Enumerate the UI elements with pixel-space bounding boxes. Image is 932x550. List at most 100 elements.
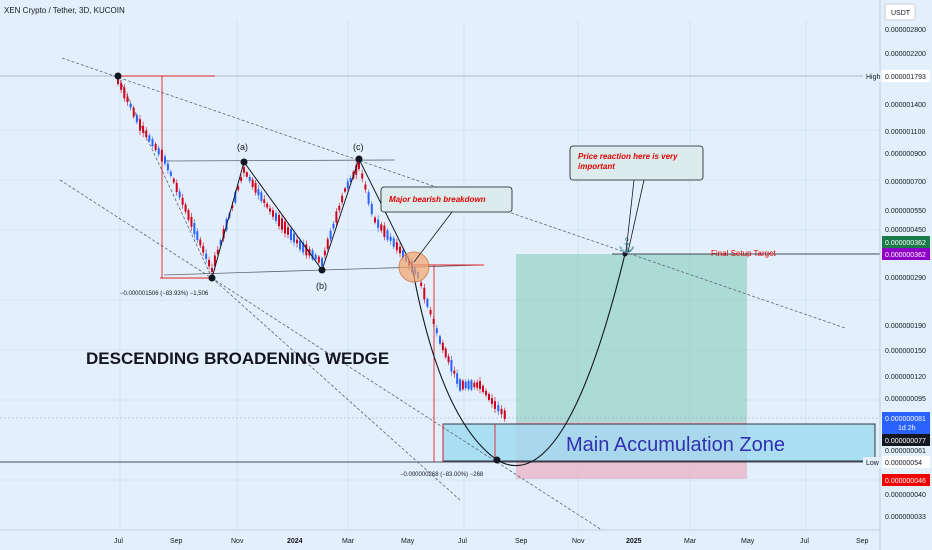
final-target-label: Final Setup Target <box>711 249 777 258</box>
x-tick-label: Mar <box>684 538 697 545</box>
candle-body <box>231 204 234 208</box>
svg-text:Low: Low <box>866 460 880 467</box>
candle-body <box>272 210 274 217</box>
candle-body <box>269 208 271 212</box>
projected-curve <box>411 253 626 466</box>
candle-body <box>479 381 481 389</box>
wedge-title: DESCENDING BROADENING WEDGE <box>86 349 389 368</box>
candle-body <box>358 161 360 169</box>
breakdown-callout[interactable]: Major bearish breakdown <box>380 186 513 213</box>
x-tick-label: Sep <box>856 538 869 545</box>
svg-text:0.000000081: 0.000000081 <box>885 416 926 423</box>
candle-body <box>142 125 145 133</box>
y-tick-label: 0.000000120 <box>885 374 926 381</box>
candle-body <box>123 87 126 99</box>
measure-arrows <box>118 75 496 462</box>
zone-top-tag: 0.000000077 <box>882 434 930 446</box>
candle-body <box>432 318 435 325</box>
candle-body <box>245 172 248 177</box>
candle-body <box>293 233 295 243</box>
candle-body <box>338 205 341 211</box>
y-tick-label: 0.000000033 <box>885 514 926 521</box>
svg-text:0.000001793: 0.000001793 <box>885 74 926 81</box>
candle-body <box>260 192 263 202</box>
candle-body <box>187 210 190 220</box>
x-tick-label: Jul <box>800 538 809 545</box>
candle-body <box>335 211 338 223</box>
candle-body <box>219 240 222 246</box>
candle-body <box>503 410 506 420</box>
candle-body <box>181 197 184 205</box>
candle-body <box>199 239 202 246</box>
svg-text:0.00000054: 0.00000054 <box>885 460 922 467</box>
candle-body <box>216 249 219 254</box>
candle-body <box>190 216 193 227</box>
candle-body <box>344 188 346 192</box>
y-tick-label: 0.000000150 <box>885 348 926 355</box>
candle-body <box>257 189 260 196</box>
candle-body <box>377 219 380 228</box>
candle-body <box>456 373 459 384</box>
currency-selector[interactable]: USDT <box>884 3 916 21</box>
x-tick-label: 2024 <box>287 538 303 545</box>
x-tick-label: Nov <box>572 538 585 545</box>
x-tick-label: Jul <box>458 538 467 545</box>
y-tick-label: 0.000000900 <box>885 151 926 158</box>
candle-body <box>169 171 172 176</box>
candle-body <box>254 182 257 193</box>
candle-body <box>420 282 423 287</box>
candle-body <box>202 246 205 253</box>
candle-body <box>139 119 141 131</box>
candle-body <box>392 238 395 247</box>
y-tick-label: 0.000000061 <box>885 448 926 455</box>
candle-body <box>485 390 487 396</box>
accumulation-label: Main Accumulation Zone <box>566 434 785 456</box>
reaction-callout[interactable]: Price reaction here is very important <box>569 145 704 253</box>
candle-body <box>211 268 213 272</box>
candle-body <box>349 178 352 182</box>
y-tick-label: 0.000000095 <box>885 396 926 403</box>
candle-body <box>263 199 266 203</box>
candle-body <box>461 380 464 390</box>
candle-body <box>439 336 441 344</box>
candle-body <box>500 408 503 415</box>
candle-body <box>305 244 308 256</box>
candle-body <box>164 156 166 164</box>
candle-body <box>447 356 450 363</box>
candle-body <box>208 260 211 267</box>
candle-body <box>290 228 292 241</box>
label-c: (c) <box>353 142 364 152</box>
currency-label: USDT <box>891 10 911 17</box>
x-tick-label: May <box>741 538 755 545</box>
candle-body <box>213 255 216 267</box>
candle-body <box>281 218 283 230</box>
candle-body <box>482 385 484 393</box>
candle-body <box>402 250 404 259</box>
candle-body <box>497 405 500 412</box>
candle-body <box>120 82 123 90</box>
y-tick-label: 0.000000450 <box>885 227 926 234</box>
candle-body <box>441 342 444 351</box>
candle-body <box>464 381 467 389</box>
y-tick-label: 0.000000290 <box>885 275 926 282</box>
candle-body <box>386 230 389 240</box>
candle-body <box>314 254 317 260</box>
candle-body <box>132 107 135 117</box>
candle-body <box>459 379 461 391</box>
abc-zigzag <box>211 157 413 279</box>
candle-body <box>383 225 386 237</box>
candle-body <box>374 217 376 223</box>
candle-body <box>148 135 151 141</box>
candle-body <box>248 177 251 181</box>
candle-body <box>275 213 277 221</box>
candle-body <box>326 239 329 249</box>
candle-body <box>395 242 398 251</box>
x-tick-label: Mar <box>342 538 355 545</box>
x-tick-label: Jul <box>114 538 123 545</box>
breakdown-text: Major bearish breakdown <box>389 195 486 204</box>
target-tag-green: 0.000000362 <box>882 236 930 248</box>
candle-body <box>160 149 163 162</box>
candles <box>117 74 506 422</box>
